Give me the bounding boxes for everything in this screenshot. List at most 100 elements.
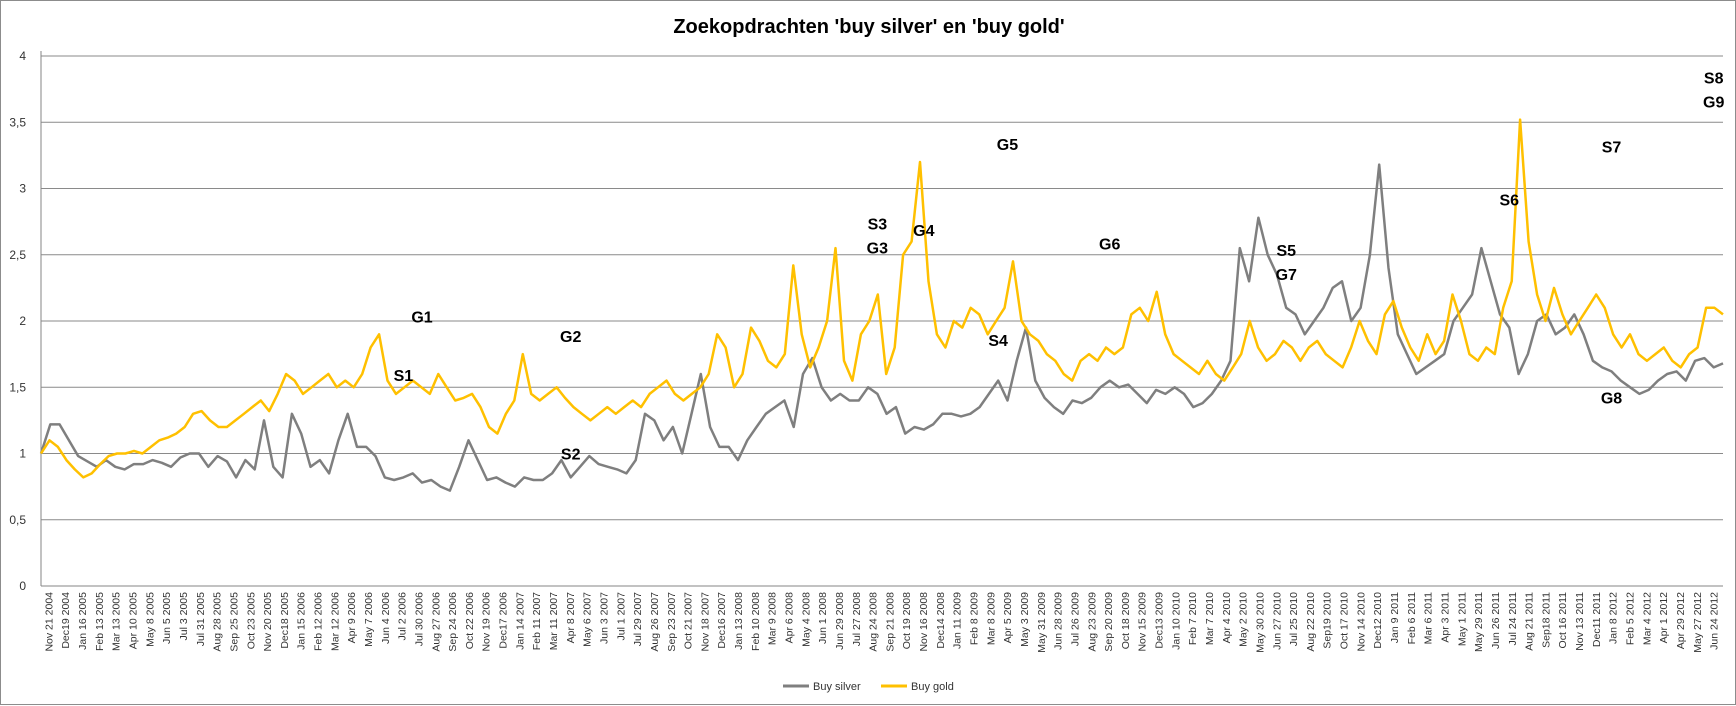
- legend: Buy silver Buy gold: [783, 681, 954, 693]
- annotations: G1S1G2S2S3G3G4G5S4G6S5G7S6S7G8S8G9S9: [394, 71, 1725, 464]
- x-tick-label: Oct 21 2007: [683, 592, 695, 649]
- x-tick-label: Jul 24 2011: [1507, 592, 1519, 646]
- y-tick-label: 0: [19, 579, 26, 593]
- x-tick-label: Feb 10 2008: [750, 592, 762, 651]
- x-tick-label: Dec19 2004: [60, 592, 72, 649]
- x-tick-label: Oct 19 2008: [901, 592, 913, 649]
- x-tick-label: May 2 2010: [1238, 592, 1250, 647]
- x-tick-label: Nov 13 2011: [1574, 592, 1586, 651]
- x-tick-label: Nov 15 2009: [1137, 592, 1149, 652]
- x-tick-label: Jul 29 2007: [632, 592, 644, 646]
- legend-label-buy-silver: Buy silver: [813, 681, 861, 693]
- x-tick-label: Nov 14 2010: [1355, 592, 1367, 652]
- y-tick-label: 1,5: [9, 380, 26, 394]
- x-tick-label: Dec14 2008: [935, 592, 947, 649]
- annotation-g2: G2: [560, 329, 581, 346]
- x-tick-label: Jun 3 2007: [598, 592, 610, 644]
- x-tick-label: Jan 15 2006: [296, 592, 308, 650]
- x-tick-label: Apr 6 2008: [783, 592, 795, 644]
- y-tick-label: 3,5: [9, 115, 26, 129]
- annotation-s2: S2: [561, 447, 581, 464]
- x-tick-label: Apr 1 2012: [1658, 592, 1670, 644]
- x-tick-label: Dec12 2010: [1372, 592, 1384, 649]
- x-tick-label: Apr 8 2007: [565, 592, 577, 644]
- x-tick-label: Mar 4 2012: [1641, 592, 1653, 645]
- x-tick-label: Jan 9 2011: [1389, 592, 1401, 643]
- x-tick-label: Mar 12 2006: [329, 592, 341, 651]
- x-tick-label: Sep18 2011: [1540, 592, 1552, 648]
- x-tick-label: Mar 9 2008: [767, 592, 779, 645]
- x-tick-label: Jan 8 2012: [1608, 592, 1620, 644]
- y-tick-label: 2: [19, 314, 26, 328]
- x-tick-label: Aug 21 2011: [1524, 592, 1536, 651]
- x-tick-label: Mar 13 2005: [111, 592, 123, 651]
- x-axis: Nov 21 2004 Dec19 2004 Jan 16 2005 Feb 13 2…: [43, 592, 1720, 653]
- x-tick-label: Jan 11 2009: [952, 592, 964, 649]
- annotation-s8: S8: [1704, 71, 1724, 88]
- x-tick-label: May 31 2009: [1036, 592, 1048, 653]
- x-tick-label: May 29 2011: [1473, 592, 1485, 652]
- legend-label-buy-gold: Buy gold: [911, 681, 954, 693]
- y-axis: 0 0,5 1 1,5 2 2,5 3 3,5 4: [9, 49, 42, 593]
- x-tick-label: Nov 16 2008: [918, 592, 930, 652]
- x-tick-label: Mar 7 2010: [1204, 592, 1216, 645]
- x-tick-label: Nov 18 2007: [699, 592, 711, 652]
- x-tick-label: Aug 28 2005: [212, 592, 224, 652]
- annotation-s1: S1: [394, 368, 414, 385]
- annotation-s5: S5: [1276, 243, 1296, 260]
- x-tick-label: May 3 2009: [1019, 592, 1031, 647]
- x-tick-label: Mar 6 2011: [1423, 592, 1435, 644]
- x-tick-label: Dec13 2009: [1154, 592, 1166, 649]
- x-tick-label: May 8 2005: [144, 592, 156, 647]
- annotation-s6: S6: [1499, 193, 1519, 210]
- x-tick-label: May 7 2006: [363, 592, 375, 647]
- x-tick-label: Nov 21 2004: [43, 592, 55, 652]
- x-tick-label: Dec16 2007: [716, 592, 728, 649]
- x-tick-label: Oct 17 2010: [1339, 592, 1351, 649]
- x-tick-label: Aug 22 2010: [1305, 592, 1317, 652]
- x-tick-label: Sep 25 2005: [228, 592, 240, 652]
- x-tick-label: Jul 3 2005: [178, 592, 190, 641]
- x-tick-label: Jun 27 2010: [1271, 592, 1283, 650]
- chart-title: Zoekopdrachten 'buy silver' en 'buy gold…: [673, 16, 1064, 38]
- annotation-g1: G1: [411, 309, 432, 326]
- x-tick-label: May 30 2010: [1254, 592, 1266, 653]
- x-tick-label: Oct 18 2009: [1120, 592, 1132, 649]
- annotation-g3: G3: [867, 240, 888, 257]
- x-tick-label: Jul 27 2008: [851, 592, 863, 646]
- x-tick-label: May 4 2008: [800, 592, 812, 647]
- x-tick-label: Feb 13 2005: [94, 592, 106, 651]
- x-tick-label: Feb 12 2006: [313, 592, 325, 651]
- y-tick-label: 3: [19, 182, 26, 196]
- x-tick-label: Jul 25 2010: [1288, 592, 1300, 646]
- x-tick-label: Jun 24 2012: [1709, 592, 1721, 650]
- x-tick-label: Apr 3 2011: [1439, 592, 1451, 643]
- annotation-g6: G6: [1099, 236, 1120, 253]
- annotation-g8: G8: [1601, 390, 1622, 407]
- x-tick-label: Apr 9 2006: [346, 592, 358, 644]
- x-tick-label: Feb 11 2007: [531, 592, 543, 650]
- x-tick-label: Jan 16 2005: [77, 592, 89, 650]
- x-tick-label: Mar 8 2009: [985, 592, 997, 645]
- x-tick-label: Sep 20 2009: [1103, 592, 1115, 652]
- x-tick-label: Dec18 2005: [279, 592, 291, 649]
- x-tick-label: Oct 23 2005: [245, 592, 257, 649]
- x-tick-label: May 1 2011: [1456, 592, 1468, 646]
- x-tick-label: Sep 21 2008: [884, 592, 896, 652]
- annotation-s7: S7: [1602, 140, 1622, 157]
- x-tick-label: Oct 22 2006: [464, 592, 476, 649]
- x-tick-label: Jun 29 2008: [834, 592, 846, 650]
- x-tick-label: Feb 8 2009: [969, 592, 981, 645]
- x-tick-label: Jul 31 2005: [195, 592, 207, 646]
- x-tick-label: Feb 5 2012: [1624, 592, 1636, 645]
- x-tick-label: Jul 26 2009: [1069, 592, 1081, 646]
- x-tick-label: Jul 1 2007: [615, 592, 627, 641]
- series-layer: [39, 118, 1724, 492]
- x-tick-label: Nov 19 2006: [481, 592, 493, 652]
- annotation-g4: G4: [913, 223, 934, 240]
- x-tick-label: Nov 20 2005: [262, 592, 274, 652]
- x-tick-label: Dec11 2011: [1591, 592, 1603, 647]
- x-tick-label: Jun 26 2011: [1490, 592, 1502, 649]
- x-tick-label: Apr 10 2005: [128, 592, 140, 649]
